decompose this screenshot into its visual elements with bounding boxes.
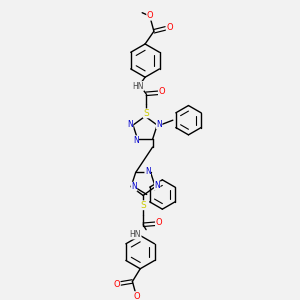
Text: N: N xyxy=(156,120,162,129)
Text: N: N xyxy=(154,181,160,190)
Text: S: S xyxy=(140,201,146,210)
Text: N: N xyxy=(145,167,151,176)
Text: O: O xyxy=(166,23,173,32)
Text: HN: HN xyxy=(130,230,141,239)
Text: S: S xyxy=(143,109,149,118)
Text: O: O xyxy=(147,11,153,20)
Text: N: N xyxy=(131,182,137,191)
Text: O: O xyxy=(134,292,141,300)
Text: O: O xyxy=(158,87,165,96)
Text: O: O xyxy=(113,280,120,289)
Text: HN: HN xyxy=(133,82,144,91)
Text: N: N xyxy=(127,120,133,129)
Text: N: N xyxy=(133,136,139,145)
Text: O: O xyxy=(155,218,162,227)
